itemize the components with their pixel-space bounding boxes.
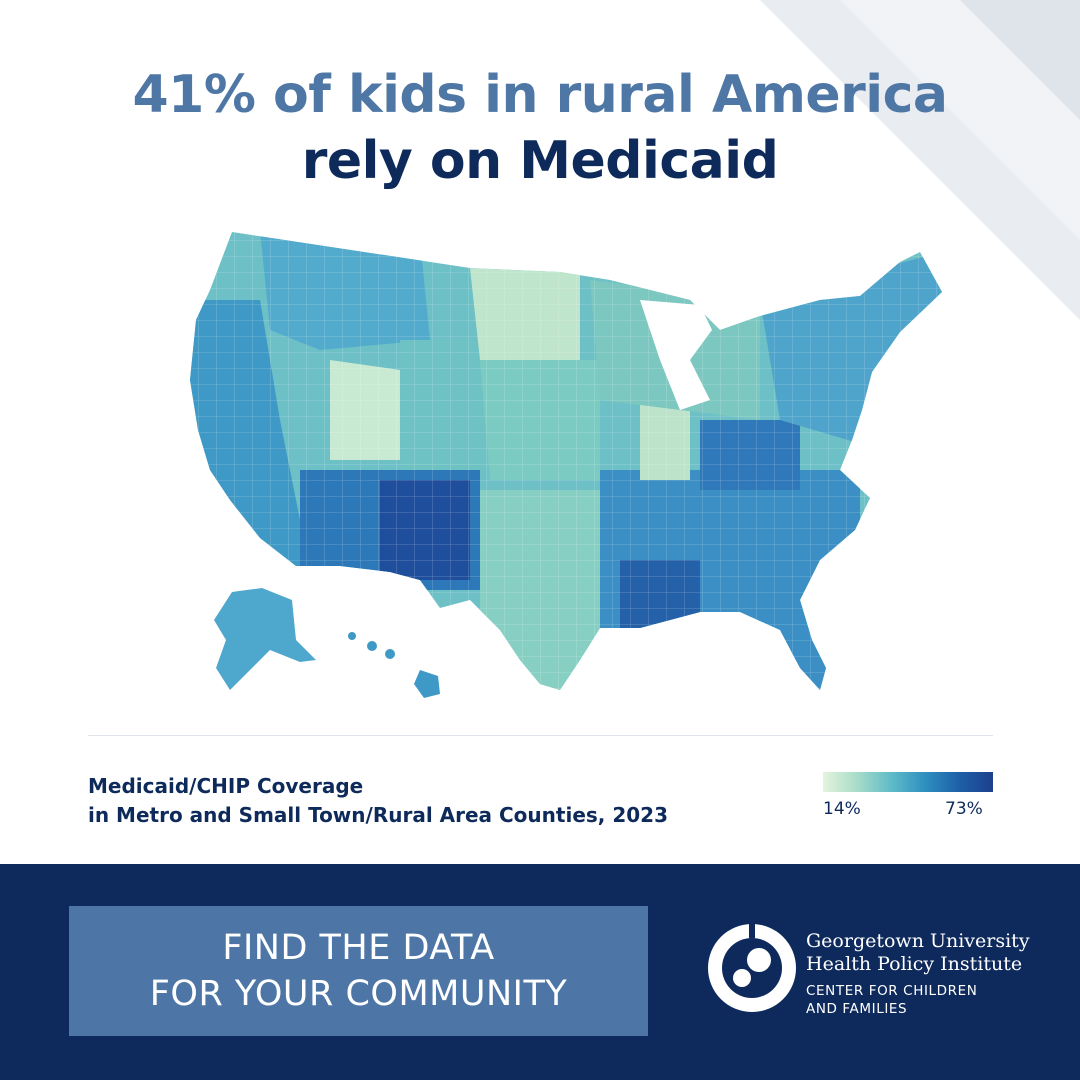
org-sub-line-2: AND FAMILIES (806, 1001, 908, 1017)
cta-line-1: FIND THE DATA (222, 928, 495, 968)
org-name-line-2: Health Policy Institute (806, 953, 1023, 975)
legend-title-line-1: Medicaid/CHIP Coverage (88, 774, 364, 798)
legend-color-scale (823, 772, 993, 792)
divider (88, 735, 993, 736)
alaska (214, 588, 316, 690)
org-name-block: Georgetown University Health Policy Inst… (806, 930, 1030, 1018)
org-sub-line-1: CENTER FOR CHILDREN (806, 983, 978, 999)
georgetown-logo-icon (708, 924, 796, 1012)
contiguous-us (190, 232, 942, 690)
headline-line-1: 41% of kids in rural America (132, 65, 948, 125)
org-name-line-1: Georgetown University (806, 930, 1030, 952)
legend-max-label: 73% (945, 799, 983, 819)
legend-min-label: 14% (823, 799, 861, 819)
hawaii (348, 632, 440, 698)
footer: FIND THE DATA FOR YOUR COMMUNITY Georget… (0, 864, 1080, 1080)
headline: 41% of kids in rural America rely on Med… (0, 62, 1080, 194)
legend-title: Medicaid/CHIP Coverage in Metro and Smal… (88, 772, 668, 830)
headline-line-2: rely on Medicaid (301, 131, 779, 191)
cta-line-2: FOR YOUR COMMUNITY (149, 974, 568, 1014)
legend-title-line-2: in Metro and Small Town/Rural Area Count… (88, 803, 669, 827)
great-lakes (640, 300, 712, 410)
find-data-button[interactable]: FIND THE DATA FOR YOUR COMMUNITY (69, 906, 648, 1036)
